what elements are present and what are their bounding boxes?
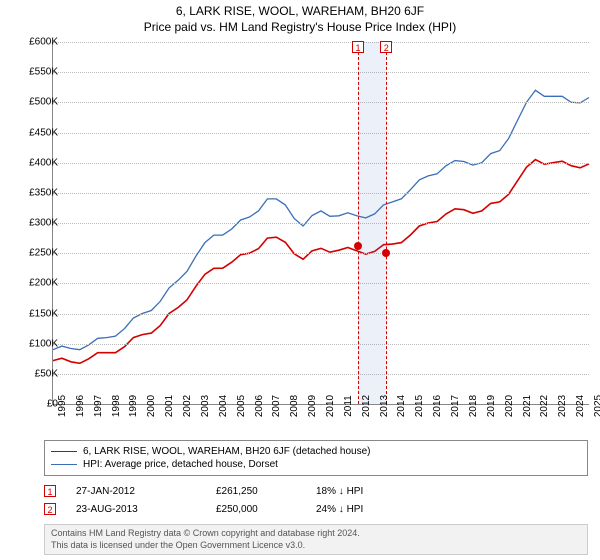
legend-row-address: 6, LARK RISE, WOOL, WAREHAM, BH20 6JF (d… — [51, 445, 581, 458]
x-tick-label: 2001 — [164, 395, 175, 417]
gridline — [53, 42, 589, 43]
chart-title-main: 6, LARK RISE, WOOL, WAREHAM, BH20 6JF — [0, 0, 600, 18]
x-tick-label: 1999 — [128, 395, 139, 417]
sale-marker-badge: 2 — [380, 41, 392, 53]
y-tick-label: £550K — [29, 67, 58, 78]
footer-line1: Contains HM Land Registry data © Crown c… — [51, 528, 360, 538]
gridline — [53, 314, 589, 315]
x-tick-label: 2009 — [307, 395, 318, 417]
y-tick-label: £100K — [29, 338, 58, 349]
sales-table: 1 27-JAN-2012£261,25018% ↓ HPI 2 23-AUG-201… — [44, 482, 416, 518]
sale-marker-line — [358, 42, 359, 404]
chart-plot-area: 12 — [52, 42, 589, 405]
x-tick-label: 2006 — [254, 395, 265, 417]
gridline — [53, 344, 589, 345]
legend-row-hpi: HPI: Average price, detached house, Dors… — [51, 458, 581, 471]
gridline — [53, 283, 589, 284]
y-tick-label: £300K — [29, 218, 58, 229]
x-tick-label: 2018 — [468, 395, 479, 417]
gridline — [53, 72, 589, 73]
footer-attribution: Contains HM Land Registry data © Crown c… — [44, 524, 588, 555]
x-tick-label: 1996 — [75, 395, 86, 417]
x-tick-label: 2023 — [557, 395, 568, 417]
sales-row: 1 27-JAN-2012£261,25018% ↓ HPI — [44, 482, 416, 500]
legend-swatch-address — [51, 451, 77, 452]
y-tick-label: £150K — [29, 308, 58, 319]
x-tick-label: 2010 — [325, 395, 336, 417]
y-tick-label: £250K — [29, 248, 58, 259]
x-tick-label: 2016 — [432, 395, 443, 417]
x-tick-label: 2011 — [343, 395, 354, 417]
sale-marker-dot — [382, 249, 390, 257]
y-tick-label: £400K — [29, 157, 58, 168]
x-tick-label: 1998 — [111, 395, 122, 417]
x-tick-label: 2007 — [271, 395, 282, 417]
y-tick-label: £50K — [35, 368, 58, 379]
x-tick-label: 2005 — [236, 395, 247, 417]
sale-row-date: 27-JAN-2012 — [76, 486, 216, 497]
gridline — [53, 133, 589, 134]
y-tick-label: £350K — [29, 187, 58, 198]
x-tick-label: 2020 — [504, 395, 515, 417]
gridline — [53, 102, 589, 103]
x-tick-label: 2004 — [218, 395, 229, 417]
x-tick-label: 2024 — [575, 395, 586, 417]
gridline — [53, 193, 589, 194]
sale-row-diff: 18% ↓ HPI — [316, 486, 416, 497]
sale-marker-line — [386, 42, 387, 404]
series-line-hpi_line — [53, 90, 589, 349]
y-tick-label: £500K — [29, 97, 58, 108]
y-tick-label: £450K — [29, 127, 58, 138]
x-tick-label: 2014 — [396, 395, 407, 417]
x-tick-label: 2019 — [486, 395, 497, 417]
x-tick-label: 2003 — [200, 395, 211, 417]
footer-line2: This data is licensed under the Open Gov… — [51, 540, 305, 550]
sale-row-diff: 24% ↓ HPI — [316, 504, 416, 515]
x-tick-label: 2013 — [379, 395, 390, 417]
x-tick-label: 2021 — [522, 395, 533, 417]
sale-period-band — [358, 42, 386, 404]
x-tick-label: 2015 — [414, 395, 425, 417]
legend-swatch-hpi — [51, 464, 77, 465]
legend-label-hpi: HPI: Average price, detached house, Dors… — [83, 459, 278, 470]
x-tick-label: 2002 — [182, 395, 193, 417]
sale-row-badge: 2 — [44, 503, 56, 515]
sale-marker-badge: 1 — [352, 41, 364, 53]
x-tick-label: 2022 — [539, 395, 550, 417]
sale-row-badge: 1 — [44, 485, 56, 497]
gridline — [53, 223, 589, 224]
x-tick-label: 2000 — [146, 395, 157, 417]
x-tick-label: 2017 — [450, 395, 461, 417]
x-tick-label: 2025 — [593, 395, 600, 417]
gridline — [53, 374, 589, 375]
x-tick-label: 1997 — [93, 395, 104, 417]
sale-row-price: £250,000 — [216, 504, 316, 515]
chart-title-sub: Price paid vs. HM Land Registry's House … — [0, 18, 600, 38]
legend-label-address: 6, LARK RISE, WOOL, WAREHAM, BH20 6JF (d… — [83, 446, 371, 457]
gridline — [53, 253, 589, 254]
legend-box: 6, LARK RISE, WOOL, WAREHAM, BH20 6JF (d… — [44, 440, 588, 476]
sale-marker-dot — [354, 242, 362, 250]
series-line-address_line — [53, 160, 589, 364]
x-tick-label: 2008 — [289, 395, 300, 417]
sales-row: 2 23-AUG-2013£250,00024% ↓ HPI — [44, 500, 416, 518]
sale-row-date: 23-AUG-2013 — [76, 504, 216, 515]
x-tick-label: 2012 — [361, 395, 372, 417]
y-tick-label: £200K — [29, 278, 58, 289]
sale-row-price: £261,250 — [216, 486, 316, 497]
x-tick-label: 1995 — [57, 395, 68, 417]
y-tick-label: £600K — [29, 37, 58, 48]
gridline — [53, 163, 589, 164]
